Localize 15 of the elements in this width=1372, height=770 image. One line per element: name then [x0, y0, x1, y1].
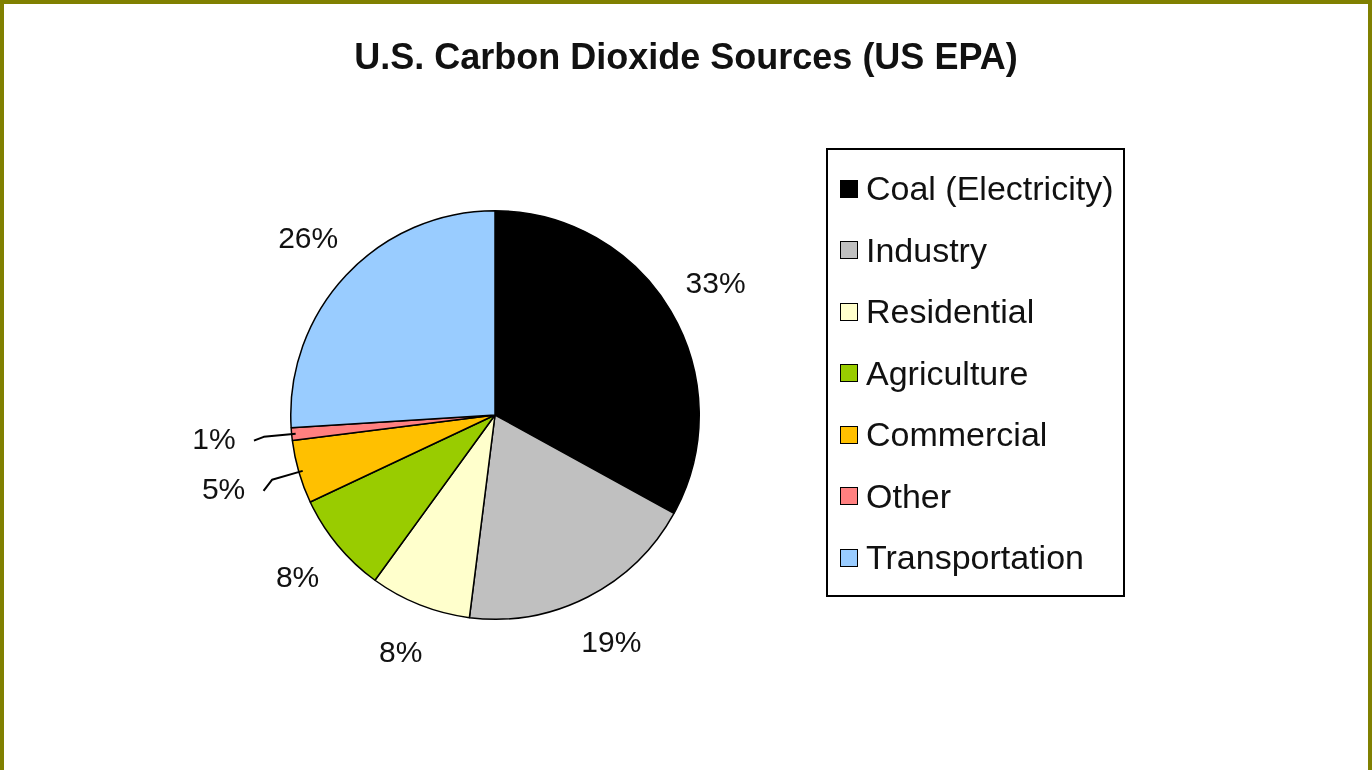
data-label: 8%	[378, 634, 423, 668]
data-label: 19%	[581, 624, 642, 658]
legend-label: Residential	[866, 292, 1035, 332]
legend-label: Transportation	[866, 538, 1084, 578]
legend-label: Industry	[866, 230, 987, 270]
chart-title: U.S. Carbon Dioxide Sources (US EPA)	[353, 36, 1019, 78]
data-label: 33%	[685, 265, 746, 299]
data-label: 1%	[192, 421, 236, 455]
legend-label: Other	[866, 476, 952, 516]
legend-label: Commercial	[866, 415, 1048, 455]
data-label: 5%	[201, 472, 246, 506]
legend-label: Coal (Electricity)	[866, 169, 1114, 209]
legend-label: Agriculture	[866, 353, 1029, 393]
data-label: 26%	[278, 220, 339, 254]
data-label: 8%	[275, 559, 320, 593]
